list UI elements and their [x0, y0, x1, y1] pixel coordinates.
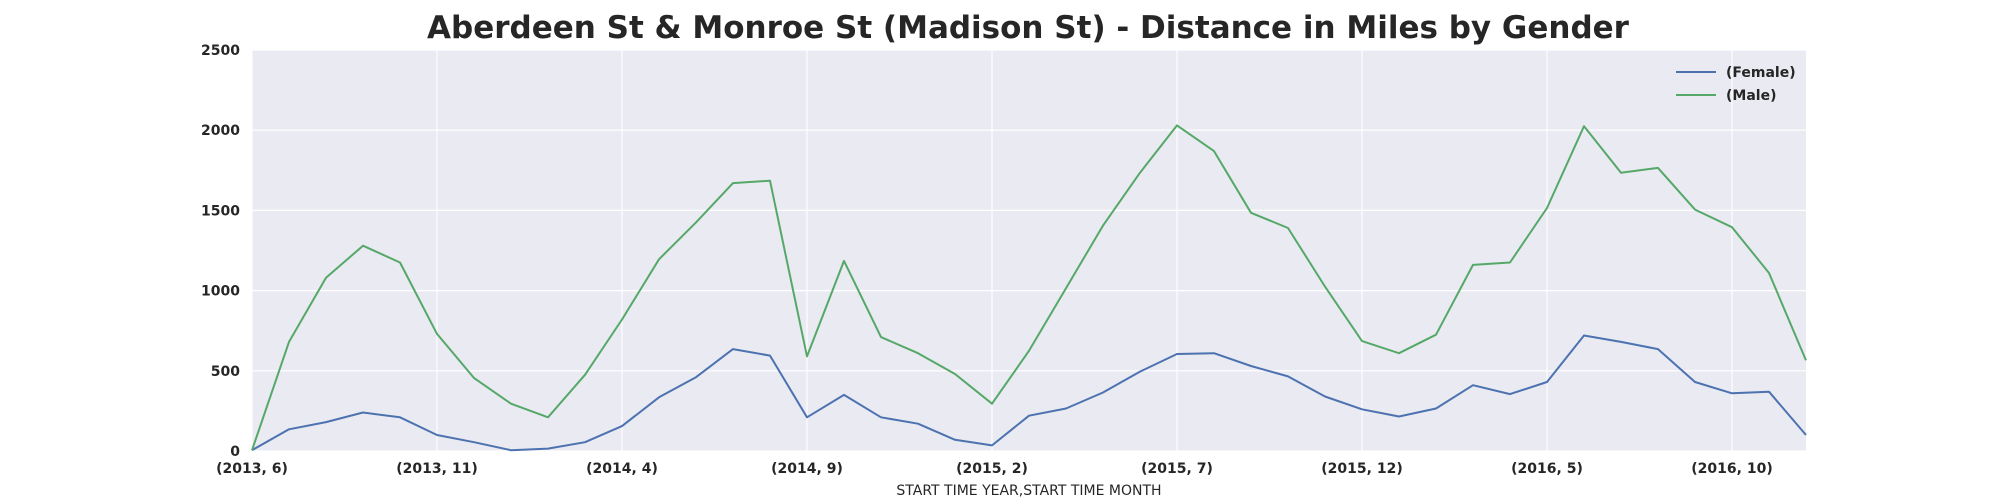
x-tick-label: (2013, 11)	[396, 461, 477, 477]
series-line-female	[251, 334, 1807, 452]
x-tick-label: (2015, 12)	[1321, 461, 1402, 477]
x-tick-label: (2015, 7)	[1141, 461, 1213, 477]
y-tick-label: 500	[211, 364, 240, 380]
x-tick-label: (2014, 9)	[771, 461, 843, 477]
y-tick-label: 1500	[201, 203, 240, 219]
x-axis-label: START TIME YEAR,START TIME MONTH	[896, 483, 1161, 499]
grid-lines	[251, 49, 1806, 452]
y-tick-label: 2500	[201, 43, 240, 59]
plot-area	[252, 50, 1806, 451]
y-tick-label: 0	[230, 444, 240, 460]
x-tick-label: (2013, 6)	[216, 461, 288, 477]
chart-title: Aberdeen St & Monroe St (Madison St) - D…	[427, 10, 1629, 46]
x-axis-ticks: (2013, 6) (2013, 11) (2014, 4) (2014, 9) (20…	[216, 461, 1773, 477]
y-axis-ticks: 0 500 1000 1500 2000 2500	[201, 43, 240, 460]
x-tick-label: (2015, 2)	[956, 461, 1028, 477]
legend-label: (Female)	[1726, 65, 1796, 81]
x-tick-label: (2016, 10)	[1691, 461, 1772, 477]
series-line-male	[251, 124, 1807, 451]
y-tick-label: 2000	[201, 123, 240, 139]
series-lines	[251, 124, 1807, 452]
legend-label: (Male)	[1726, 88, 1776, 104]
x-tick-label: (2016, 5)	[1511, 461, 1583, 477]
y-tick-label: 1000	[201, 284, 240, 300]
x-tick-label: (2014, 4)	[586, 461, 658, 477]
legend: (Female) (Male)	[1676, 65, 1796, 104]
